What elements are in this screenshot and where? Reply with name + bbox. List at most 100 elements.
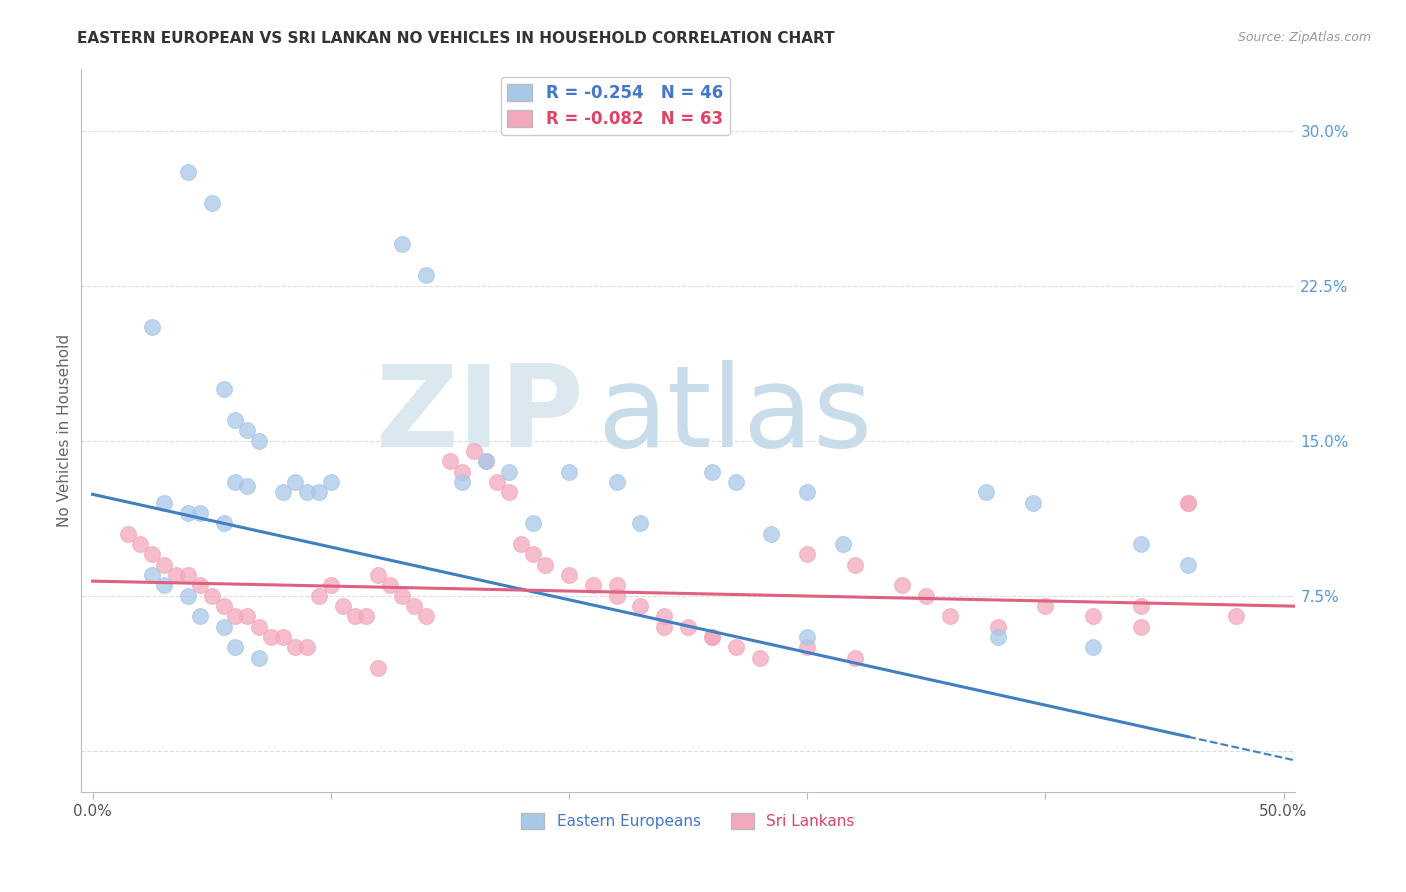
Point: [486, 475, 509, 489]
Point: [1129, 599, 1152, 613]
Point: [284, 640, 307, 655]
Point: [356, 609, 378, 624]
Y-axis label: No Vehicles in Household: No Vehicles in Household: [58, 334, 72, 527]
Point: [844, 558, 866, 572]
Point: [332, 599, 354, 613]
Point: [796, 640, 818, 655]
Point: [463, 444, 485, 458]
Point: [558, 568, 581, 582]
Point: [391, 237, 413, 252]
Point: [606, 589, 628, 603]
Point: [177, 506, 200, 520]
Point: [201, 195, 224, 210]
Point: [319, 475, 342, 489]
Point: [153, 558, 176, 572]
Point: [212, 599, 235, 613]
Point: [652, 609, 675, 624]
Point: [987, 619, 1010, 633]
Point: [247, 434, 270, 448]
Point: [188, 578, 211, 592]
Point: [247, 619, 270, 633]
Point: [188, 506, 211, 520]
Point: [724, 640, 747, 655]
Point: [628, 599, 651, 613]
Point: [308, 485, 330, 500]
Point: [236, 479, 259, 493]
Point: [117, 526, 139, 541]
Point: [1022, 495, 1045, 509]
Point: [153, 578, 176, 592]
Point: [831, 537, 853, 551]
Point: [700, 630, 723, 644]
Point: [510, 537, 533, 551]
Point: [796, 547, 818, 561]
Point: [224, 413, 246, 427]
Point: [212, 516, 235, 531]
Point: [367, 568, 389, 582]
Point: [141, 319, 163, 334]
Point: [1225, 609, 1247, 624]
Point: [224, 640, 246, 655]
Point: [141, 547, 163, 561]
Point: [474, 454, 496, 468]
Point: [844, 650, 866, 665]
Point: [295, 485, 318, 500]
Point: [761, 526, 783, 541]
Point: [915, 589, 938, 603]
Point: [415, 268, 437, 283]
Text: atlas: atlas: [598, 360, 872, 471]
Point: [796, 485, 818, 500]
Point: [319, 578, 342, 592]
Point: [212, 619, 235, 633]
Point: [177, 165, 200, 179]
Point: [748, 650, 770, 665]
Point: [1129, 537, 1152, 551]
Point: [236, 423, 259, 437]
Point: [676, 619, 699, 633]
Point: [141, 568, 163, 582]
Point: [271, 485, 294, 500]
Point: [522, 516, 544, 531]
Point: [939, 609, 962, 624]
Point: [177, 568, 200, 582]
Point: [987, 630, 1010, 644]
Point: [1081, 609, 1104, 624]
Point: [295, 640, 318, 655]
Point: [796, 630, 818, 644]
Point: [391, 589, 413, 603]
Point: [974, 485, 997, 500]
Point: [891, 578, 914, 592]
Point: [165, 568, 187, 582]
Point: [534, 558, 557, 572]
Point: [582, 578, 605, 592]
Point: [380, 578, 402, 592]
Text: ZIP: ZIP: [377, 360, 585, 471]
Text: EASTERN EUROPEAN VS SRI LANKAN NO VEHICLES IN HOUSEHOLD CORRELATION CHART: EASTERN EUROPEAN VS SRI LANKAN NO VEHICL…: [77, 31, 835, 46]
Point: [628, 516, 651, 531]
Point: [498, 465, 520, 479]
Point: [260, 630, 283, 644]
Point: [606, 578, 628, 592]
Point: [224, 609, 246, 624]
Point: [652, 619, 675, 633]
Point: [439, 454, 461, 468]
Point: [474, 454, 496, 468]
Point: [700, 465, 723, 479]
Point: [700, 630, 723, 644]
Point: [308, 589, 330, 603]
Point: [1177, 558, 1199, 572]
Point: [177, 589, 200, 603]
Point: [201, 589, 224, 603]
Point: [415, 609, 437, 624]
Point: [153, 495, 176, 509]
Point: [271, 630, 294, 644]
Point: [1177, 495, 1199, 509]
Point: [450, 475, 472, 489]
Point: [1033, 599, 1056, 613]
Point: [129, 537, 152, 551]
Point: [1177, 495, 1199, 509]
Point: [404, 599, 426, 613]
Point: [498, 485, 520, 500]
Point: [1129, 619, 1152, 633]
Point: [1081, 640, 1104, 655]
